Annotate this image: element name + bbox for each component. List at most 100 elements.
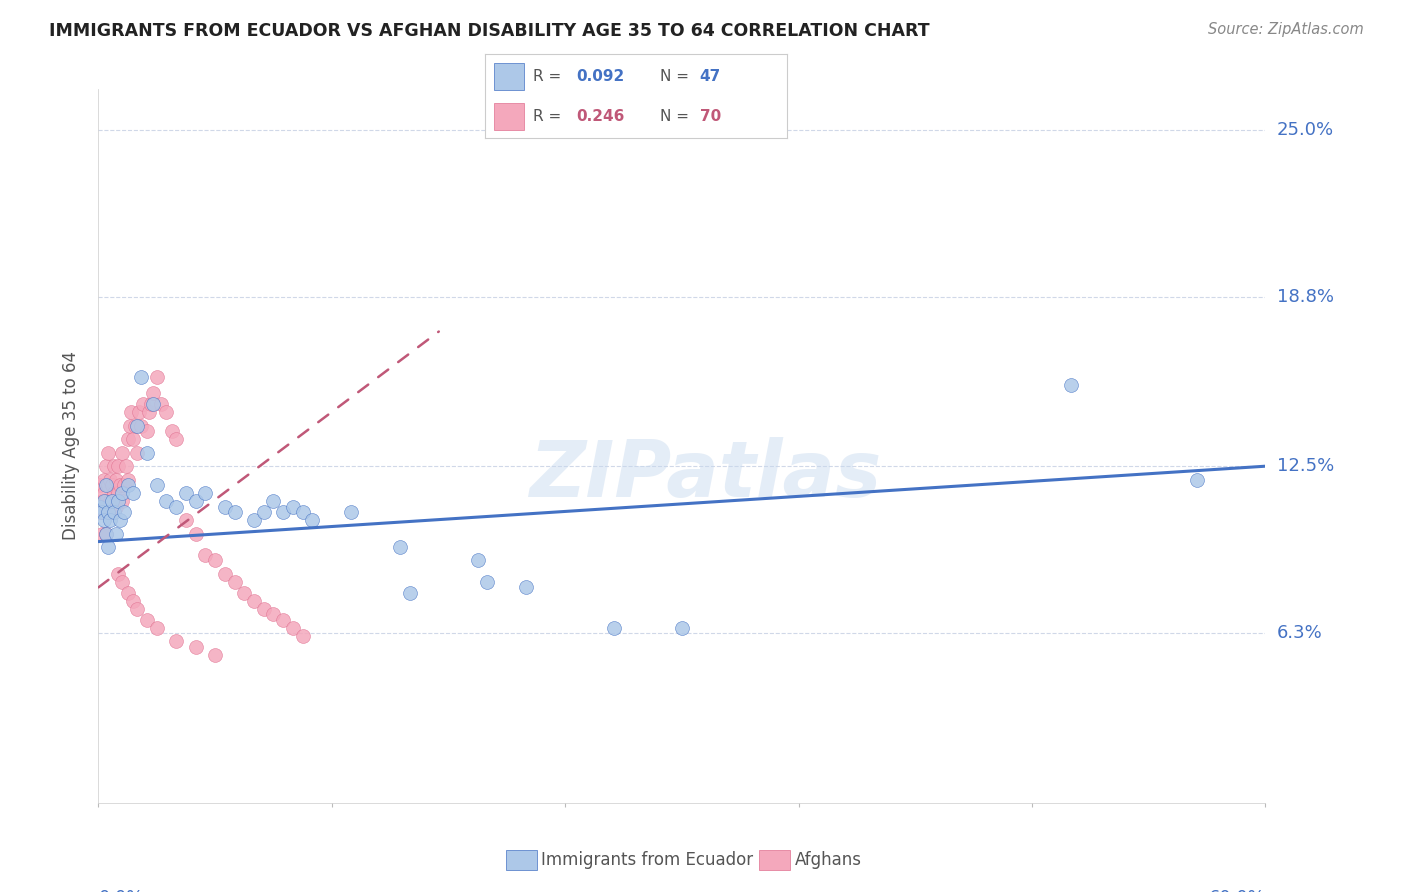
- Point: [117, 586, 139, 600]
- Point: [124, 418, 146, 433]
- Point: [174, 513, 197, 527]
- Point: [477, 574, 499, 589]
- Point: [129, 418, 152, 433]
- Text: 18.8%: 18.8%: [1277, 287, 1333, 306]
- Point: [139, 397, 162, 411]
- Text: 0.0%: 0.0%: [98, 889, 143, 892]
- FancyBboxPatch shape: [494, 62, 524, 90]
- Point: [253, 505, 276, 519]
- Point: [97, 505, 120, 519]
- Point: [93, 494, 115, 508]
- Point: [114, 459, 136, 474]
- Point: [89, 505, 111, 519]
- Point: [122, 432, 145, 446]
- Point: [214, 566, 236, 581]
- Point: [103, 486, 125, 500]
- Point: [93, 473, 115, 487]
- Point: [1187, 473, 1209, 487]
- Point: [262, 494, 284, 508]
- Point: [107, 566, 129, 581]
- Point: [89, 500, 111, 514]
- Point: [174, 486, 197, 500]
- Text: 6.3%: 6.3%: [1277, 624, 1322, 642]
- Text: 25.0%: 25.0%: [1277, 120, 1334, 138]
- Point: [515, 580, 537, 594]
- Text: R =: R =: [533, 109, 567, 124]
- Point: [467, 553, 489, 567]
- Point: [340, 505, 363, 519]
- Point: [107, 494, 129, 508]
- Text: 47: 47: [700, 69, 721, 84]
- Point: [142, 397, 165, 411]
- Point: [291, 505, 314, 519]
- Point: [96, 459, 118, 474]
- Point: [96, 526, 118, 541]
- Point: [149, 397, 172, 411]
- Point: [91, 526, 114, 541]
- Point: [271, 613, 294, 627]
- Point: [98, 473, 121, 487]
- Point: [111, 494, 134, 508]
- Point: [112, 505, 135, 519]
- Point: [243, 513, 266, 527]
- Point: [127, 446, 149, 460]
- Point: [111, 486, 134, 500]
- Point: [107, 459, 129, 474]
- Point: [89, 478, 111, 492]
- Point: [97, 540, 120, 554]
- Text: ZIPatlas: ZIPatlas: [529, 436, 882, 513]
- Point: [146, 621, 169, 635]
- Point: [281, 500, 304, 514]
- Point: [142, 386, 165, 401]
- Text: 60.0%: 60.0%: [1209, 889, 1265, 892]
- Point: [165, 500, 187, 514]
- Point: [107, 486, 129, 500]
- Point: [1060, 378, 1083, 392]
- Point: [122, 486, 145, 500]
- Point: [101, 505, 124, 519]
- Point: [136, 424, 159, 438]
- Point: [136, 613, 159, 627]
- Point: [398, 586, 420, 600]
- Point: [112, 478, 135, 492]
- Y-axis label: Disability Age 35 to 64: Disability Age 35 to 64: [62, 351, 80, 541]
- Text: Source: ZipAtlas.com: Source: ZipAtlas.com: [1208, 22, 1364, 37]
- Point: [194, 486, 217, 500]
- Point: [194, 548, 217, 562]
- Point: [165, 634, 187, 648]
- Point: [118, 418, 141, 433]
- Point: [146, 370, 169, 384]
- Point: [97, 478, 120, 492]
- Text: IMMIGRANTS FROM ECUADOR VS AFGHAN DISABILITY AGE 35 TO 64 CORRELATION CHART: IMMIGRANTS FROM ECUADOR VS AFGHAN DISABI…: [49, 22, 929, 40]
- Point: [243, 594, 266, 608]
- Point: [97, 505, 120, 519]
- Point: [108, 513, 131, 527]
- Point: [214, 500, 236, 514]
- Point: [101, 478, 124, 492]
- Point: [184, 526, 207, 541]
- Point: [103, 459, 125, 474]
- Point: [184, 494, 207, 508]
- Point: [671, 621, 693, 635]
- Text: N =: N =: [661, 109, 695, 124]
- Point: [204, 553, 226, 567]
- Point: [281, 621, 304, 635]
- Point: [132, 397, 155, 411]
- FancyBboxPatch shape: [494, 103, 524, 130]
- Point: [129, 370, 152, 384]
- Point: [104, 526, 127, 541]
- Point: [388, 540, 411, 554]
- Point: [93, 486, 115, 500]
- Point: [97, 446, 120, 460]
- Point: [103, 505, 125, 519]
- Point: [111, 574, 134, 589]
- Point: [603, 621, 626, 635]
- Point: [146, 478, 169, 492]
- Point: [262, 607, 284, 622]
- Text: N =: N =: [661, 69, 695, 84]
- Point: [127, 602, 149, 616]
- Point: [136, 446, 159, 460]
- Point: [93, 513, 115, 527]
- Point: [155, 494, 177, 508]
- Point: [117, 478, 139, 492]
